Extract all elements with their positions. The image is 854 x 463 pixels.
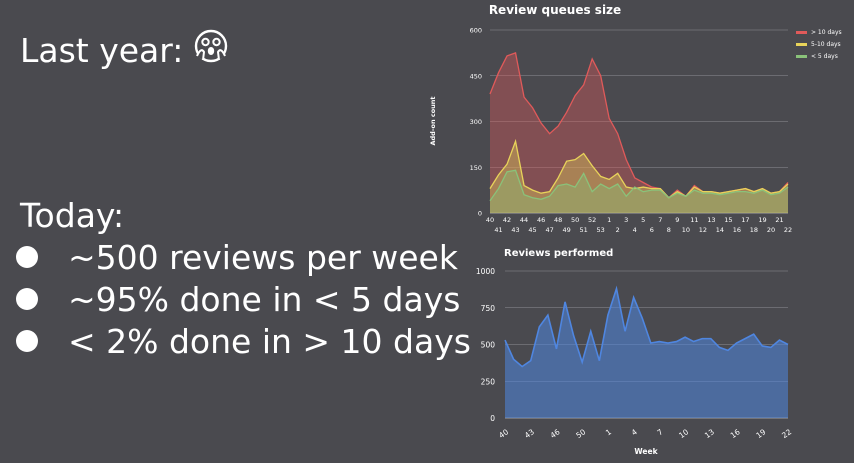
bullet-dot [16,246,38,268]
y-tick-label: 750 [481,304,496,313]
x-axis-label: Week [634,447,658,456]
bullet-item: < 2% done in > 10 days [16,320,471,362]
x-tick-label: 45 [528,226,536,234]
x-tick-label: 9 [675,216,679,224]
x-tick-label: 7 [655,427,664,437]
y-tick-label: 150 [470,164,482,172]
x-tick-label: 6 [650,226,654,234]
x-tick-label: 8 [667,226,671,234]
x-tick-label: 21 [775,216,783,224]
bullet-text: < 2% done in > 10 days [68,321,471,361]
legend-label: > 10 days [811,29,842,36]
series-area [490,141,788,213]
x-tick-label: 13 [703,427,716,440]
y-tick-label: 500 [481,341,496,350]
series-area [490,52,788,213]
series-area [490,170,788,213]
x-tick-label: 15 [724,216,732,224]
x-tick-label: 48 [554,216,562,224]
x-tick-label: 46 [549,427,562,440]
x-tick-label: 52 [588,216,596,224]
bullet-item: ~500 reviews per week [16,236,471,278]
x-tick-label: 2 [616,226,620,234]
x-tick-label: 41 [494,226,502,234]
y-tick-label: 450 [470,72,482,80]
x-tick-label: 13 [707,216,715,224]
x-tick-label: 47 [545,226,553,234]
legend-swatch [796,55,807,58]
x-tick-label: 50 [574,427,587,440]
x-tick-label: 10 [677,427,690,440]
scared-face-icon [193,28,229,72]
x-tick-label: 43 [511,226,519,234]
bullet-dot [16,288,38,310]
x-tick-label: 11 [690,216,698,224]
x-tick-label: 50 [571,216,579,224]
x-tick-label: 40 [486,216,494,224]
y-tick-label: 250 [481,377,496,386]
last-year-headline: Last year: [20,28,229,72]
legend-swatch [796,31,807,34]
series-line [489,169,789,202]
x-tick-label: 42 [503,216,511,224]
today-bullet-list: ~500 reviews per week ~95% done in < 5 d… [16,236,471,362]
y-tick-label: 1000 [476,267,495,276]
legend-swatch [796,43,807,46]
x-tick-label: 7 [658,216,662,224]
x-tick-label: 43 [523,427,536,440]
x-tick-label: 5 [641,216,645,224]
series-line [489,138,789,199]
x-tick-label: 53 [597,226,605,234]
y-tick-label: 0 [490,414,495,423]
bullet-text: ~500 reviews per week [68,237,458,277]
x-tick-label: 49 [562,226,570,234]
x-tick-label: 20 [767,226,775,234]
series-line [489,52,789,199]
x-tick-label: 16 [733,226,741,234]
last-year-label: Last year: [20,30,184,70]
legend-label: < 5 days [811,53,838,60]
chart-title: Reviews performed [504,248,613,259]
x-tick-label: 19 [754,427,767,440]
x-tick-label: 46 [537,216,545,224]
bullet-text: ~95% done in < 5 days [68,279,461,319]
x-tick-label: 4 [630,427,639,437]
x-tick-label: 10 [682,226,690,234]
x-tick-label: 4 [633,226,637,234]
bullet-item: ~95% done in < 5 days [16,278,471,320]
series-line [504,285,789,368]
x-tick-label: 51 [580,226,588,234]
x-tick-label: 14 [716,226,724,234]
chart-title: Review queues size [489,3,621,17]
x-tick-label: 1 [604,427,613,437]
x-tick-label: 40 [497,427,510,440]
y-tick-label: 0 [478,210,482,218]
x-tick-label: 17 [741,216,749,224]
today-label: Today: [20,196,125,235]
x-tick-label: 16 [729,427,742,440]
x-tick-label: 19 [758,216,766,224]
y-tick-label: 600 [470,27,482,35]
x-tick-label: 1 [607,216,611,224]
series-area [505,288,788,418]
x-tick-label: 44 [520,216,528,224]
x-tick-label: 22 [780,427,793,440]
x-tick-label: 3 [624,216,628,224]
y-axis-label: Add-on count [429,96,437,145]
x-tick-label: 18 [750,226,758,234]
bullet-dot [16,330,38,352]
legend-label: 5-10 days [811,41,841,48]
y-tick-label: 300 [470,118,482,126]
x-tick-label: 22 [784,226,792,234]
x-tick-label: 12 [699,226,707,234]
